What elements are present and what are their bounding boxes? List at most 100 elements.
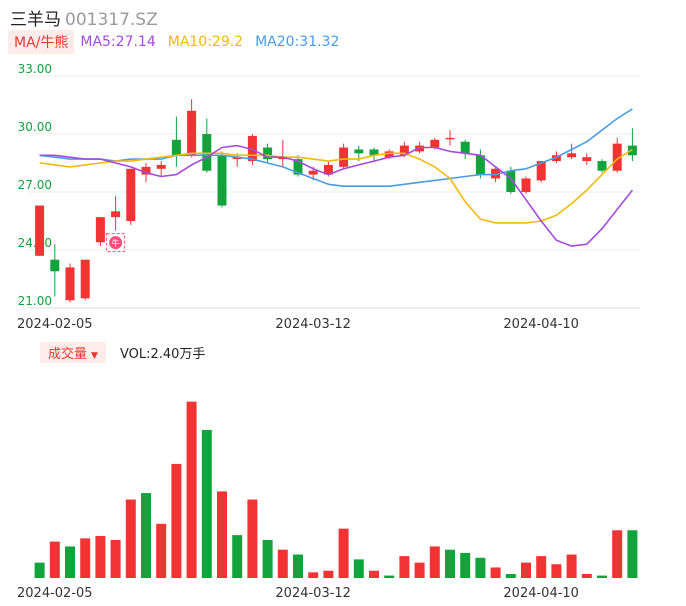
volume-bar [141,493,151,578]
volume-bar [445,549,455,578]
candle-body [369,149,379,156]
ma20-label: MA20:31.32 [255,34,340,50]
bull-badge-icon [109,236,123,250]
volume-bar [323,570,334,578]
volume-bar [551,564,562,578]
candle-body [354,149,364,154]
candle-body [536,161,546,181]
candle-body [247,135,257,162]
ma-toggle-button[interactable]: MA/牛熊 [8,30,75,54]
candle-body [278,157,288,160]
candle-body [156,164,166,169]
candle-body [111,211,121,218]
candle-body [202,134,212,171]
candle-body [95,217,105,243]
candle-body [612,143,622,171]
ma-legend: MA/牛熊 MA5:27.14 MA10:29.2 MA20:31.32 [8,30,351,54]
y-tick-label: 27.00 [18,178,52,192]
bull-badge-frame [106,233,126,253]
volume-bar [490,567,501,578]
volume-bar [262,539,273,578]
ma5-line [39,144,634,247]
volume-bar [34,562,45,578]
candle-body [597,161,607,171]
stock-name: 三羊马 [10,10,61,30]
volume-bar [505,573,516,578]
volume-bar [156,523,167,578]
candle-body [339,147,349,167]
volume-bar [369,570,379,578]
bull-badge-text: 牛 [112,238,120,248]
candle-body [521,178,531,192]
volume-indicator-dropdown[interactable]: 成交量 ▼ [40,341,106,363]
candle-body [232,157,242,160]
volume-bar [171,463,182,578]
volume-bar [201,429,212,578]
volume-bar [384,575,395,578]
volume-bar [125,499,136,578]
candle-body [460,141,470,154]
volume-bar [612,530,623,578]
volume-bar [581,573,592,578]
y-tick-label: 24.00 [18,236,52,250]
volume-bar [232,535,243,578]
volume-bar [80,538,91,578]
volume-bar [95,535,106,578]
candle-body [582,157,592,162]
volume-bar [627,530,638,578]
y-tick-label: 30.00 [18,120,52,134]
candle-body [217,155,227,206]
candle-body [567,153,577,158]
volume-x-tick-label: 2024-04-10 [503,586,579,601]
candle-body [80,259,90,299]
candle-body [506,170,516,192]
volume-bar [293,554,303,578]
volume-bar [475,557,486,578]
volume-bar [399,556,410,578]
y-tick-label: 21.00 [18,294,52,308]
candle-body [65,267,75,301]
volume-legend: 成交量 ▼ VOL:2.40万手 [40,341,206,363]
candle-body [171,139,181,156]
volume-bar [460,552,471,578]
candle-body [50,259,60,272]
ma10-line [39,148,633,224]
ma20-line [39,108,633,187]
volume-bar [186,401,197,578]
volume-bar [217,491,227,578]
stock-title: 三羊马 001317.SZ [10,5,158,30]
caret-down-icon: ▼ [91,350,98,361]
candle-body [293,159,303,175]
volume-bar [521,562,531,578]
volume-bar [566,554,577,578]
ma10-label: MA10:29.2 [167,34,244,50]
candle-body [35,205,45,256]
candle-body [475,155,485,175]
candle-body [491,168,501,179]
candle-body [551,155,561,162]
volume-bar [49,541,60,578]
candle-body [126,168,136,221]
candle-body [415,145,425,152]
volume-value: VOL:2.40万手 [119,346,206,362]
candle-body [445,137,455,140]
volume-bar [353,559,364,578]
volume-bar [597,575,607,578]
volume-bar [277,549,288,578]
x-tick-label: 2024-04-10 [503,317,579,332]
candle-body [430,139,440,148]
volume-bar [308,572,319,578]
candle-body [384,151,394,158]
x-tick-label: 2024-02-05 [17,317,93,332]
volume-bar [247,499,258,578]
candle-body [263,147,273,160]
volume-indicator-label: 成交量 [48,346,88,362]
volume-x-tick-label: 2024-02-05 [17,586,93,601]
stock-code: 001317.SZ [65,10,158,30]
volume-x-tick-label: 2024-03-12 [275,586,351,601]
candle-body [308,170,318,175]
ma5-label: MA5:27.14 [80,34,156,50]
candle-body [399,145,409,156]
volume-bar [338,528,349,578]
